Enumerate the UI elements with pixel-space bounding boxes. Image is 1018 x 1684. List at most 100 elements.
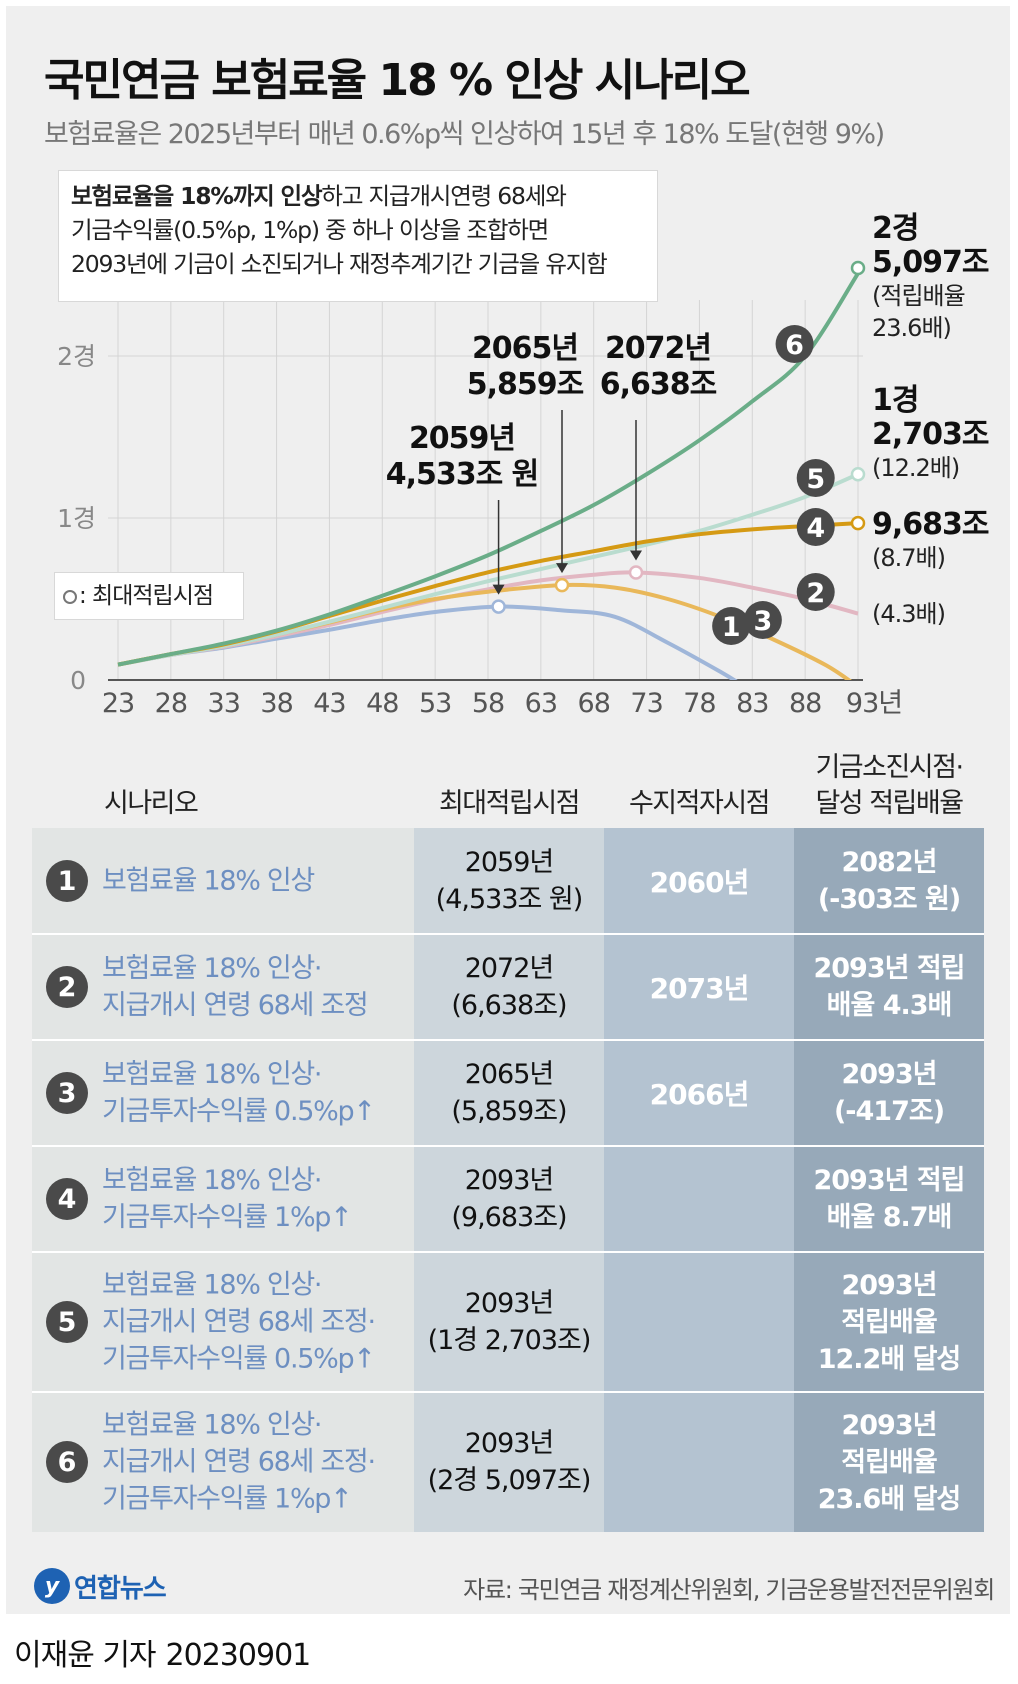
x-tick-label: 38 (260, 688, 292, 719)
end-label-line3: (12.2배) (872, 454, 959, 482)
annotation-value: 6,638조 (600, 367, 717, 402)
scenario-cell: 1 보험료율 18% 인상 (32, 828, 414, 934)
end-cell: 2093년 적립배율 12.2배 달성 (794, 1252, 984, 1392)
annotation-year: 2065년 (472, 331, 578, 366)
end-cell: 2093년 적립배율 23.6배 달성 (794, 1392, 984, 1532)
peak-marker (554, 577, 570, 593)
row-divider (32, 1251, 984, 1253)
note-box: 보험료율을 18%까지 인상하고 지급개시연령 68세와 기금수익률(0.5%p… (58, 170, 658, 302)
peak-marker (850, 260, 866, 276)
scenario-name: 보험료율 18% 인상· 지급개시 연령 68세 조정· 기금투자수익률 0.5… (102, 1269, 376, 1375)
peak-marker (491, 599, 506, 614)
end-label-line2: 5,097조 (872, 245, 989, 280)
scenario-number-badge: 1 (46, 860, 88, 902)
x-tick-label: 83 (736, 688, 768, 719)
deficit-value: 2073년 (649, 972, 750, 1005)
annotation-value: 5,859조 (467, 367, 584, 402)
scenario-cell: 6 보험료율 18% 인상· 지급개시 연령 68세 조정· 기금투자수익률 1%… (32, 1392, 414, 1532)
x-tick-label: 68 (578, 688, 610, 719)
annotation-arrow-head (492, 584, 505, 595)
table-header-scenario: 시나리오 (104, 788, 199, 819)
x-tick-label: 58 (472, 688, 504, 719)
y-tick-label: 2경 (57, 342, 96, 371)
scenario-number-badge: 6 (46, 1441, 88, 1483)
scenario-cell: 5 보험료율 18% 인상· 지급개시 연령 68세 조정· 기금투자수익률 0.… (32, 1252, 414, 1392)
chart-badge-label: 1 (722, 612, 741, 643)
scenario-name: 보험료율 18% 인상· 기금투자수익률 1%p↑ (102, 1165, 353, 1233)
max-value: 2072년 (6,638조) (451, 953, 567, 1021)
page-title: 국민연금 보험료율 18 % 인상 시나리오 (44, 55, 751, 106)
max-value: 2093년 (9,683조) (451, 1165, 567, 1233)
end-label-line1: 1경 (872, 383, 918, 418)
row-divider (32, 1039, 984, 1041)
max-cell: 2093년 (9,683조) (414, 1146, 604, 1252)
end-label-line4: 23.6배) (872, 314, 951, 342)
note-bold: 보험료율을 18%까지 인상 (71, 182, 323, 210)
chart-badge-2 (796, 573, 835, 611)
end-value: 2093년 (-417조) (833, 1059, 945, 1127)
end-value: 2093년 적립배율 23.6배 달성 (817, 1409, 962, 1515)
byline-date: 20230901 (165, 1638, 312, 1673)
annotation-year: 2059년 (409, 421, 515, 456)
y-tick-label: 1경 (57, 504, 96, 533)
x-tick-label: 88 (789, 688, 821, 719)
scenario-name: 보험료율 18% 인상 (102, 865, 315, 897)
x-tick-label: 33 (208, 688, 240, 719)
source-text: 자료: 국민연금 재정계산위원회, 기금운용발전전문위원회 (463, 1576, 995, 1604)
deficit-cell: 2066년 (604, 1040, 794, 1146)
max-cell: 2093년 (2경 5,097조) (414, 1392, 604, 1532)
end-label-line2: (8.7배) (872, 544, 945, 572)
peak-marker (850, 466, 866, 482)
end-label-line2: 2,703조 (872, 417, 989, 452)
end-label-line1: 2경 (872, 211, 918, 246)
table-header-deficit: 수지적자시점 (628, 788, 771, 819)
scenario-name: 보험료율 18% 인상· 지급개시 연령 68세 조정 (102, 953, 369, 1021)
peak-marker (628, 565, 644, 580)
end-label-line1: (4.3배) (872, 600, 945, 628)
table-header-end-line2: 달성 적립배율 (815, 788, 964, 819)
end-cell: 2082년 (-303조 원) (794, 828, 984, 934)
series-line-6 (117, 272, 860, 667)
x-tick-label: 23 (102, 688, 134, 719)
chart-badge-label: 5 (806, 464, 825, 495)
max-value: 2093년 (1경 2,703조) (427, 1288, 592, 1356)
deficit-cell (604, 1392, 794, 1532)
x-tick-label: 78 (683, 688, 715, 719)
deficit-cell: 2060년 (604, 828, 794, 934)
yonhap-logo: y 연합뉴스 (34, 1566, 167, 1606)
chart-badge-1 (712, 607, 751, 645)
scenario-number-badge: 4 (46, 1178, 88, 1220)
deficit-cell (604, 1252, 794, 1392)
end-cell: 2093년 (-417조) (794, 1040, 984, 1146)
table-header-max: 최대적립시점 (438, 788, 581, 819)
chart-badge-label: 3 (753, 606, 772, 637)
end-label-line3: (적립배율 (872, 282, 965, 310)
x-tick-label: 93년 (846, 688, 902, 719)
page-subtitle: 보험료율은 2025년부터 매년 0.6%p씩 인상하여 15년 후 18% 도… (44, 119, 885, 150)
chart-badge-label: 6 (785, 330, 804, 361)
max-value: 2093년 (2경 5,097조) (427, 1428, 592, 1496)
peak-marker-icon (63, 589, 77, 604)
table-row: 1 보험료율 18% 인상 2059년 (4,533조 원) 2060년 2082년 (… (32, 828, 984, 934)
x-tick-label: 53 (419, 688, 451, 719)
end-cell: 2093년 적립 배율 8.7배 (794, 1146, 984, 1252)
annotation-arrow-head (556, 563, 568, 574)
scenario-cell: 2 보험료율 18% 인상· 지급개시 연령 68세 조정 (32, 934, 414, 1040)
note-line3: 2093년에 기금이 소진되거나 재정추계기간 기금을 유지함 (71, 250, 608, 278)
chart-badge-5 (796, 459, 835, 497)
end-value: 2093년 적립 배율 8.7배 (813, 1165, 965, 1233)
reporter-name: 이재윤 기자 (14, 1638, 157, 1673)
logo-text: 연합뉴스 (74, 1573, 167, 1604)
max-cell: 2059년 (4,533조 원) (414, 828, 604, 934)
table-row: 4 보험료율 18% 인상· 기금투자수익률 1%p↑ 2093년 (9,683조)… (32, 1146, 984, 1252)
row-divider (32, 1391, 984, 1393)
chart-badge-label: 2 (806, 578, 825, 609)
x-tick-label: 73 (630, 688, 662, 719)
max-cell: 2072년 (6,638조) (414, 934, 604, 1040)
x-tick-label: 43 (313, 688, 345, 719)
scenario-number-badge: 2 (46, 966, 88, 1008)
deficit-cell (604, 1146, 794, 1252)
table-row: 2 보험료율 18% 인상· 지급개시 연령 68세 조정 2072년 (6,638… (32, 934, 984, 1040)
chart-badge-6 (775, 325, 814, 363)
chart-badge-4 (796, 508, 835, 546)
